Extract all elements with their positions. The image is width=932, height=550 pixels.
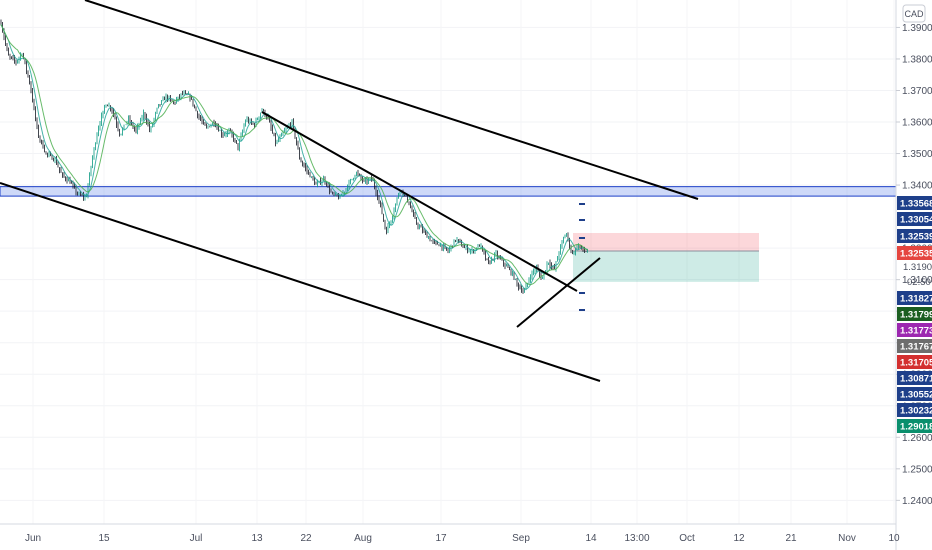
currency-text: CAD <box>904 9 924 19</box>
x-tick-label: Jul <box>190 533 203 544</box>
price-badge <box>897 339 932 353</box>
price-badge-text: 1.33054 <box>900 215 932 226</box>
price-badge <box>897 229 932 243</box>
channel-lower-line[interactable] <box>0 182 601 382</box>
position-tool[interactable] <box>573 232 759 282</box>
x-tick-label: 17 <box>435 533 447 544</box>
x-tick-label: 12 <box>733 533 745 544</box>
currency-label[interactable]: CAD <box>902 4 926 23</box>
x-tick-label: 14 <box>585 533 597 544</box>
price-badge <box>897 196 932 210</box>
x-tick-label: Nov <box>838 533 856 544</box>
y-tick-label: 1.35000 <box>902 149 932 160</box>
take-profit-zone[interactable] <box>573 250 759 282</box>
x-tick-label: Jun <box>25 533 41 544</box>
price-badge-text: 1.31705 <box>900 358 932 369</box>
y-tick-label: 1.36000 <box>902 118 932 129</box>
y-tick-label: 1.26000 <box>902 433 932 444</box>
price-badge-text: 1.30871 <box>900 374 932 385</box>
price-badge-text: 1.30552 <box>900 390 932 401</box>
x-tick-label: 21 <box>785 533 797 544</box>
trend-lines[interactable] <box>0 0 699 382</box>
y-tick-label: 1.38000 <box>902 54 932 65</box>
bar-countdown: 02:50 <box>907 277 931 288</box>
price-badge <box>897 291 932 305</box>
grid-lines <box>0 0 896 524</box>
price-badge-text: 1.30232 <box>900 406 932 417</box>
price-badge <box>897 419 932 433</box>
price-badge-text: 1.33568 <box>900 199 932 210</box>
moving-average-fast <box>0 24 588 290</box>
y-tick-label: 1.37000 <box>902 86 932 97</box>
y-tick-label: 1.31000 <box>902 275 932 286</box>
price-badge <box>897 403 932 417</box>
price-badge-text: 1.31799 <box>900 310 932 321</box>
ascending-trend-line[interactable] <box>516 257 601 328</box>
x-tick-label: Oct <box>679 533 695 544</box>
x-tick-label: 13:00 <box>624 533 649 544</box>
last-price-label: 1.31905 <box>903 262 932 273</box>
price-badge-text: 1.31773 <box>900 326 932 337</box>
price-badge-text: 1.31767 <box>900 342 932 353</box>
price-badge-text: 1.32539 <box>900 232 932 243</box>
price-badge <box>897 355 932 369</box>
range-bands <box>0 186 897 197</box>
time-axis[interactable]: Jun 15 Jul 13 22 Aug 17 Sep 14 13:00 Oct 12 21 Nov 10 <box>25 533 900 544</box>
price-badge <box>897 371 932 385</box>
x-tick-label: 10 <box>888 533 900 544</box>
price-badge-text: 1.29018 <box>900 422 932 433</box>
x-tick-label: Sep <box>512 533 530 544</box>
price-badge <box>897 212 932 226</box>
price-badge <box>897 246 932 260</box>
currency-label-box <box>902 4 926 23</box>
price-label-badges: 1.33568 1.33054 1.32539 1.32535 1.31827 1.317… <box>897 196 932 433</box>
stop-loss-zone[interactable] <box>573 232 759 251</box>
x-tick-label: 13 <box>251 533 263 544</box>
descending-trend-line[interactable] <box>261 111 578 292</box>
price-badge <box>897 323 932 337</box>
price-badge <box>897 307 932 321</box>
x-tick-label: 22 <box>300 533 312 544</box>
y-tick-label: 1.25000 <box>902 464 932 475</box>
y-tick-label: 1.39000 <box>902 23 932 34</box>
y-tick-label: 1.34000 <box>902 181 932 192</box>
price-badge-text: 1.32535 <box>900 249 932 260</box>
channel-upper-line[interactable] <box>84 0 699 200</box>
price-badge <box>897 387 932 401</box>
price-badge-text: 1.31827 <box>900 294 932 305</box>
x-tick-label: Aug <box>354 533 372 544</box>
support-resistance-zone[interactable] <box>0 186 897 197</box>
y-tick-label: 1.24000 <box>902 496 932 507</box>
price-series <box>0 19 588 294</box>
x-tick-label: 15 <box>98 533 110 544</box>
